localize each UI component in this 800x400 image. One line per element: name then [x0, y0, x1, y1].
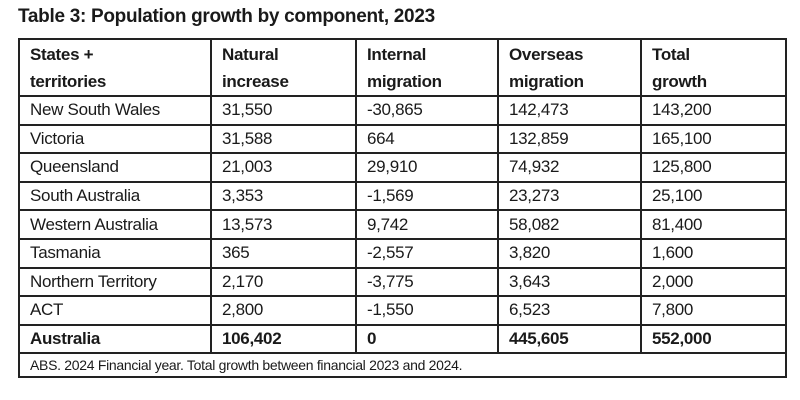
column-header: Internal migration — [355, 38, 499, 97]
table-cell: -1,550 — [355, 295, 499, 326]
row-label: Queensland — [18, 152, 212, 183]
row-label: Victoria — [18, 123, 212, 155]
population-table: States + territories Natural increase Intern… — [18, 38, 787, 379]
table-cell: 31,550 — [210, 95, 357, 126]
column-header-line: States + — [30, 44, 94, 64]
table-cell: 25,100 — [640, 180, 787, 212]
table-cell: -30,865 — [355, 95, 499, 126]
table-cell: 3,820 — [497, 237, 642, 269]
table-row: Tasmania 365 -2,557 3,820 1,600 — [18, 237, 787, 269]
total-row: Australia 106,402 0 445,605 552,000 — [18, 323, 787, 355]
column-header-line: growth — [652, 71, 707, 91]
row-label: Tasmania — [18, 237, 212, 269]
column-header: Overseas migration — [497, 38, 642, 97]
column-header-line: Natural — [222, 44, 279, 64]
table-row: Western Australia 13,573 9,742 58,082 81,400 — [18, 209, 787, 240]
table-cell: -2,557 — [355, 237, 499, 269]
table-cell: 664 — [355, 123, 499, 155]
table-row: ACT 2,800 -1,550 6,523 7,800 — [18, 295, 787, 326]
row-label: New South Wales — [18, 95, 212, 126]
table-cell: 1,600 — [640, 237, 787, 269]
table-row: Victoria 31,588 664 132,859 165,100 — [18, 123, 787, 155]
table-cell: 9,742 — [355, 209, 499, 240]
column-header-line: Overseas — [509, 44, 584, 64]
table-row: South Australia 3,353 -1,569 23,273 25,100 — [18, 180, 787, 212]
table-row: Northern Territory 2,170 -3,775 3,643 2,000 — [18, 266, 787, 298]
table-cell: 31,588 — [210, 123, 357, 155]
column-header-line: territories — [30, 71, 107, 91]
column-header: Natural increase — [210, 38, 357, 97]
total-cell: 0 — [355, 323, 499, 355]
table-cell: 21,003 — [210, 152, 357, 183]
column-header-line: Internal — [367, 44, 427, 64]
table-cell: 143,200 — [640, 95, 787, 126]
table-cell: 74,932 — [497, 152, 642, 183]
table-cell: 3,353 — [210, 180, 357, 212]
total-cell: 445,605 — [497, 323, 642, 355]
table-cell: 7,800 — [640, 295, 787, 326]
table-cell: 125,800 — [640, 152, 787, 183]
header-row: States + territories Natural increase Intern… — [18, 38, 787, 97]
column-header: Total growth — [640, 38, 787, 97]
column-header-line: Total — [652, 44, 690, 64]
column-header-line: increase — [222, 71, 289, 91]
table-cell: -1,569 — [355, 180, 499, 212]
table-cell: 2,000 — [640, 266, 787, 298]
table-cell: 6,523 — [497, 295, 642, 326]
table-cell: 81,400 — [640, 209, 787, 240]
total-cell: 552,000 — [640, 323, 787, 355]
table-cell: 23,273 — [497, 180, 642, 212]
total-label: Australia — [18, 323, 212, 355]
table-cell: 13,573 — [210, 209, 357, 240]
table-cell: 2,170 — [210, 266, 357, 298]
column-header: States + territories — [18, 38, 212, 97]
table-row: Queensland 21,003 29,910 74,932 125,800 — [18, 152, 787, 183]
row-label: Western Australia — [18, 209, 212, 240]
table-cell: 2,800 — [210, 295, 357, 326]
table-cell: 132,859 — [497, 123, 642, 155]
footnote-row: ABS. 2024 Financial year. Total growth b… — [18, 352, 787, 379]
table-cell: 165,100 — [640, 123, 787, 155]
table-title: Table 3: Population growth by component,… — [18, 6, 435, 27]
table-cell: 142,473 — [497, 95, 642, 126]
column-header-line: migration — [367, 71, 442, 91]
total-cell: 106,402 — [210, 323, 357, 355]
table-cell: 365 — [210, 237, 357, 269]
row-label: ACT — [18, 295, 212, 326]
table-cell: -3,775 — [355, 266, 499, 298]
row-label: Northern Territory — [18, 266, 212, 298]
footnote: ABS. 2024 Financial year. Total growth b… — [18, 352, 787, 379]
table-row: New South Wales 31,550 -30,865 142,473 143,2… — [18, 95, 787, 126]
table-cell: 29,910 — [355, 152, 499, 183]
table-cell: 3,643 — [497, 266, 642, 298]
column-header-line: migration — [509, 71, 584, 91]
row-label: South Australia — [18, 180, 212, 212]
table-cell: 58,082 — [497, 209, 642, 240]
